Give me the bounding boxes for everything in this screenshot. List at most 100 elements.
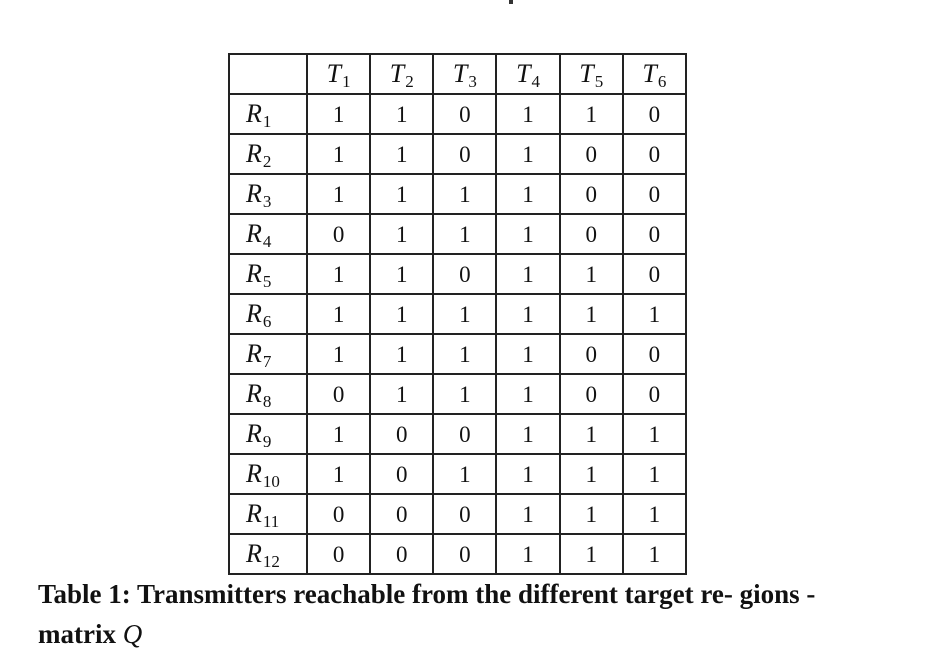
matrix-cell: 1 bbox=[495, 93, 561, 135]
matrix-cell: 0 bbox=[432, 133, 498, 175]
matrix-cell: 1 bbox=[621, 293, 688, 335]
matrix-cell: 0 bbox=[621, 213, 688, 255]
matrix-cell: 0 bbox=[558, 173, 624, 215]
row-symbol: R bbox=[246, 539, 262, 568]
matrix-cell: 0 bbox=[432, 413, 498, 455]
matrix-cell: 1 bbox=[495, 373, 561, 415]
row-header: R7 bbox=[228, 333, 308, 375]
row-header: R10 bbox=[228, 453, 308, 495]
matrix-cell: 0 bbox=[621, 333, 688, 375]
table-row: R5 1 1 0 1 1 0 bbox=[228, 253, 688, 295]
matrix-cell: 1 bbox=[432, 333, 498, 375]
row-subscript: 12 bbox=[262, 552, 280, 571]
matrix-cell: 1 bbox=[495, 453, 561, 495]
matrix-cell: 0 bbox=[621, 133, 688, 175]
matrix-cell: 1 bbox=[558, 533, 624, 575]
matrix-cell: 1 bbox=[432, 213, 498, 255]
matrix-cell: 1 bbox=[495, 413, 561, 455]
column-subscript: 5 bbox=[594, 72, 604, 91]
matrix-cell: 1 bbox=[621, 413, 688, 455]
column-subscript: 3 bbox=[468, 72, 477, 91]
matrix-body: T1 T2 T3 T4 T5 T6 R1 1 1 0 1 1 0 R2 1 1 0 1 0 0 R3 1 1 1 1 0 0 R4 0… bbox=[228, 53, 688, 575]
matrix-cell: 1 bbox=[495, 293, 561, 335]
column-symbol: T bbox=[516, 59, 531, 88]
matrix-cell: 1 bbox=[432, 173, 498, 215]
column-subscript: 6 bbox=[657, 72, 667, 91]
matrix-cell: 1 bbox=[369, 373, 435, 415]
matrix-cell: 1 bbox=[369, 213, 435, 255]
matrix-cell: 1 bbox=[558, 413, 624, 455]
matrix-cell: 1 bbox=[432, 453, 498, 495]
reachability-matrix-table: T1 T2 T3 T4 T5 T6 R1 1 1 0 1 1 0 R2 1 1 0 1 0 0 R3 1 1 1 1 0 0 R4 0… bbox=[228, 53, 688, 575]
column-symbol: T bbox=[389, 59, 405, 88]
column-header: T2 bbox=[369, 53, 435, 95]
table-row: R8 0 1 1 1 0 0 bbox=[228, 373, 688, 415]
matrix-cell: 1 bbox=[305, 413, 372, 455]
caption-text: Table 1: Transmitters reachable from the… bbox=[38, 579, 816, 649]
matrix-cell: 0 bbox=[432, 493, 498, 535]
row-symbol: R bbox=[246, 99, 262, 128]
matrix-cell: 1 bbox=[305, 253, 372, 295]
matrix-cell: 1 bbox=[495, 133, 561, 175]
row-subscript: 9 bbox=[262, 432, 272, 451]
stray-mark bbox=[509, 0, 513, 4]
matrix-cell: 0 bbox=[369, 493, 435, 535]
matrix-cell: 1 bbox=[495, 493, 561, 535]
matrix-cell: 1 bbox=[558, 453, 624, 495]
matrix-cell: 1 bbox=[558, 493, 624, 535]
matrix-cell: 1 bbox=[305, 293, 372, 335]
row-subscript: 5 bbox=[262, 272, 272, 291]
row-subscript: 2 bbox=[262, 152, 272, 171]
matrix-cell: 0 bbox=[305, 493, 372, 535]
row-header: R4 bbox=[228, 213, 308, 255]
matrix-cell: 0 bbox=[558, 133, 624, 175]
column-header: T5 bbox=[558, 53, 624, 95]
matrix-cell: 1 bbox=[369, 253, 435, 295]
matrix-cell: 0 bbox=[558, 373, 624, 415]
row-subscript: 11 bbox=[262, 512, 280, 531]
row-subscript: 4 bbox=[262, 232, 272, 251]
column-symbol: T bbox=[642, 59, 657, 88]
row-header: R1 bbox=[228, 93, 308, 135]
matrix-cell: 1 bbox=[369, 293, 435, 335]
table-row: R7 1 1 1 1 0 0 bbox=[228, 333, 688, 375]
row-header: R9 bbox=[228, 413, 308, 455]
row-subscript: 10 bbox=[262, 472, 280, 491]
row-subscript: 3 bbox=[262, 192, 272, 211]
matrix-cell: 1 bbox=[305, 333, 372, 375]
matrix-cell: 1 bbox=[495, 533, 561, 575]
row-header: R2 bbox=[228, 133, 308, 175]
column-symbol: T bbox=[326, 59, 342, 88]
column-subscript: 4 bbox=[531, 72, 541, 91]
table-row: R4 0 1 1 1 0 0 bbox=[228, 213, 688, 255]
table-row: R10 1 0 1 1 1 1 bbox=[228, 453, 688, 495]
row-symbol: R bbox=[246, 139, 262, 168]
column-symbol: T bbox=[579, 59, 594, 88]
row-subscript: 8 bbox=[262, 392, 272, 411]
matrix-cell: 1 bbox=[621, 453, 688, 495]
row-header: R6 bbox=[228, 293, 308, 335]
row-symbol: R bbox=[246, 459, 262, 488]
row-symbol: R bbox=[246, 419, 262, 448]
matrix-cell: 0 bbox=[369, 413, 435, 455]
row-symbol: R bbox=[246, 339, 262, 368]
row-subscript: 1 bbox=[262, 112, 272, 131]
matrix-cell: 1 bbox=[558, 93, 624, 135]
column-header: T4 bbox=[495, 53, 561, 95]
matrix-cell: 1 bbox=[305, 453, 372, 495]
table-row: R3 1 1 1 1 0 0 bbox=[228, 173, 688, 215]
matrix-cell: 1 bbox=[432, 293, 498, 335]
column-symbol: T bbox=[452, 59, 468, 88]
matrix-cell: 0 bbox=[432, 93, 498, 135]
table-row: R9 1 0 0 1 1 1 bbox=[228, 413, 688, 455]
matrix-cell: 0 bbox=[558, 333, 624, 375]
matrix-cell: 0 bbox=[369, 453, 435, 495]
row-header: R12 bbox=[228, 533, 308, 575]
matrix-cell: 1 bbox=[305, 173, 372, 215]
row-subscript: 6 bbox=[262, 312, 272, 331]
matrix-cell: 0 bbox=[621, 173, 688, 215]
matrix-cell: 0 bbox=[305, 533, 372, 575]
matrix-cell: 1 bbox=[621, 533, 688, 575]
matrix-cell: 1 bbox=[369, 93, 435, 135]
column-header: T6 bbox=[621, 53, 688, 95]
